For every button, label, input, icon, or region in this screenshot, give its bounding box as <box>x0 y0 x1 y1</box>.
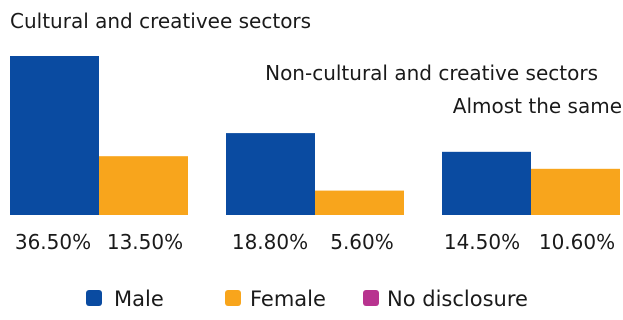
value-label-male-2: 18.80% <box>232 230 308 254</box>
value-label-male-1: 36.50% <box>15 230 91 254</box>
group-title-2: Non-cultural and creative sectors <box>265 61 598 85</box>
bar-male-3 <box>442 151 531 215</box>
value-label-male-3: 14.50% <box>444 230 520 254</box>
legend-swatch-female <box>225 290 241 306</box>
bar-female-1 <box>99 156 188 215</box>
group-title-1: Cultural and creativee sectors <box>10 9 311 33</box>
bar-male-2 <box>226 133 315 215</box>
bar-female-3 <box>531 168 620 215</box>
legend-label-female: Female <box>250 287 326 311</box>
legend-swatch-no-disclosure <box>363 290 379 306</box>
bar-female-2 <box>315 190 404 215</box>
legend-label-male: Male <box>114 287 164 311</box>
bar-male-1 <box>10 56 99 215</box>
value-label-female-1: 13.50% <box>107 230 183 254</box>
value-label-female-3: 10.60% <box>539 230 615 254</box>
group-title-3: Almost the same <box>453 94 622 118</box>
legend-label-no-disclosure: No disclosure <box>387 287 528 311</box>
value-label-female-2: 5.60% <box>330 230 394 254</box>
legend-swatch-male <box>86 290 102 306</box>
